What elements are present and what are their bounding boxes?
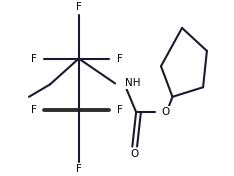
Text: F: F <box>117 105 123 115</box>
Text: F: F <box>31 54 37 64</box>
Text: O: O <box>161 107 169 117</box>
Text: O: O <box>131 149 139 159</box>
Text: F: F <box>31 105 37 115</box>
Text: F: F <box>76 165 82 174</box>
Text: F: F <box>76 2 82 12</box>
Text: F: F <box>117 54 123 64</box>
Text: NH: NH <box>125 78 140 88</box>
